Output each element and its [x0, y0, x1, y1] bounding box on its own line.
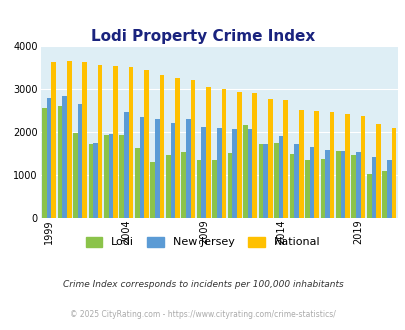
Bar [232, 129, 237, 218]
Bar [159, 75, 164, 218]
Bar [124, 112, 128, 218]
Bar [329, 112, 334, 218]
Bar [294, 144, 298, 218]
Bar [166, 155, 170, 218]
Bar [351, 155, 355, 218]
Bar [98, 65, 102, 218]
Bar [58, 106, 62, 218]
Bar [190, 80, 195, 218]
Bar [62, 96, 67, 218]
Bar [42, 108, 47, 218]
Bar [139, 116, 144, 218]
Bar [201, 127, 206, 218]
Bar [77, 104, 82, 218]
Bar [51, 62, 56, 218]
Bar [237, 92, 241, 218]
Bar [144, 70, 149, 218]
Bar [273, 143, 278, 218]
Bar [175, 78, 179, 218]
Bar [170, 122, 175, 218]
Bar [324, 150, 329, 218]
Bar [382, 171, 386, 218]
Legend: Lodi, New Jersey, National: Lodi, New Jersey, National [85, 237, 320, 247]
Bar [258, 144, 263, 218]
Bar [119, 135, 124, 218]
Bar [391, 128, 395, 218]
Bar [82, 62, 87, 218]
Bar [263, 144, 267, 218]
Bar [88, 144, 93, 218]
Bar [67, 61, 71, 218]
Bar [267, 99, 272, 218]
Bar [298, 110, 303, 218]
Bar [150, 162, 155, 218]
Bar [278, 136, 283, 218]
Bar [375, 124, 380, 218]
Text: © 2025 CityRating.com - https://www.cityrating.com/crime-statistics/: © 2025 CityRating.com - https://www.city… [70, 310, 335, 319]
Bar [93, 143, 98, 218]
Bar [366, 174, 371, 218]
Bar [109, 134, 113, 218]
Bar [212, 160, 216, 218]
Bar [47, 98, 51, 218]
Bar [185, 119, 190, 218]
Bar [243, 125, 247, 218]
Bar [113, 66, 117, 218]
Bar [283, 100, 288, 218]
Bar [128, 67, 133, 218]
Bar [221, 89, 226, 218]
Bar [340, 151, 344, 218]
Bar [206, 86, 210, 218]
Text: Lodi Property Crime Index: Lodi Property Crime Index [91, 29, 314, 44]
Bar [181, 152, 185, 218]
Bar [289, 154, 294, 218]
Bar [344, 114, 349, 218]
Bar [104, 135, 109, 218]
Bar [155, 119, 159, 218]
Bar [355, 152, 360, 218]
Bar [227, 152, 232, 218]
Bar [335, 151, 340, 218]
Bar [313, 111, 318, 218]
Bar [304, 160, 309, 218]
Bar [252, 93, 256, 218]
Bar [196, 160, 201, 218]
Bar [134, 148, 139, 218]
Text: Crime Index corresponds to incidents per 100,000 inhabitants: Crime Index corresponds to incidents per… [62, 280, 343, 289]
Bar [73, 133, 77, 218]
Bar [371, 157, 375, 218]
Bar [360, 116, 364, 218]
Bar [309, 148, 313, 218]
Bar [386, 160, 391, 218]
Bar [320, 159, 324, 218]
Bar [247, 129, 252, 218]
Bar [216, 128, 221, 218]
